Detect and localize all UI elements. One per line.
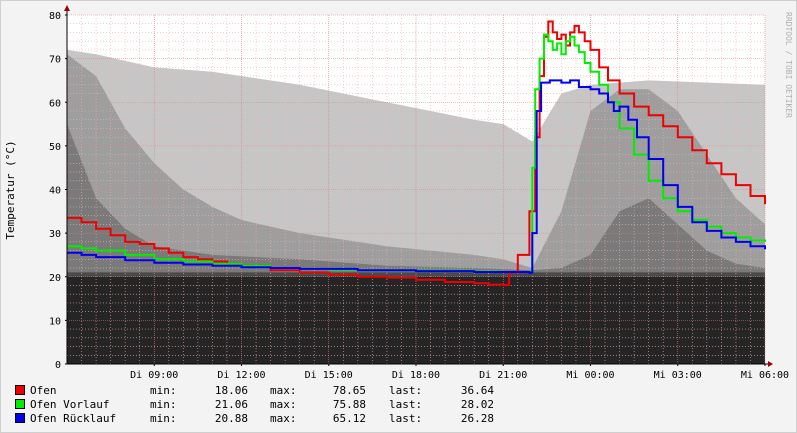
legend-last-value: 26.28: [461, 412, 494, 425]
legend-row: Ofen Rücklauf min: 20.88 max: 65.12 last: 26.2…: [15, 412, 494, 425]
y-tick-label: 10: [49, 316, 61, 327]
legend-series-name: Ofen Rücklauf: [30, 412, 116, 425]
y-tick-label: 50: [49, 142, 61, 153]
legend-min-value: 18.06: [215, 384, 248, 397]
legend-row: Ofen min: 18.06 max: 78.65 last: 36.64: [15, 384, 494, 397]
x-tick-label: Di 12:00: [217, 370, 265, 381]
x-tick-label: Mi 03:00: [654, 370, 702, 381]
legend-swatch: [15, 399, 25, 409]
legend-last-value: 28.02: [461, 398, 494, 411]
x-axis-arrow: [768, 361, 773, 367]
legend-min-label: min:: [150, 398, 177, 411]
y-axis-label: Temperatur (°C): [4, 140, 17, 239]
legend-max-label: max:: [270, 384, 297, 397]
legend-row: Ofen Vorlauf min: 21.06 max: 75.88 last: 28.02: [15, 398, 494, 411]
y-tick-label: 0: [55, 360, 61, 371]
legend-max-value: 65.12: [333, 412, 366, 425]
x-tick-label: Di 21:00: [479, 370, 527, 381]
legend-series-name: Ofen Vorlauf: [30, 398, 109, 411]
y-tick-label: 20: [49, 273, 61, 284]
y-tick-label: 30: [49, 229, 61, 240]
series-line-2: [67, 79, 766, 274]
x-tick-label: Di 15:00: [305, 370, 353, 381]
x-tick-labels: Di 09:00 Di 12:00 Di 15:00 Di 18:00 Di 21:00…: [130, 364, 789, 381]
plot-area: [64, 5, 773, 367]
legend-last-value: 36.64: [461, 384, 494, 397]
legend-max-label: max:: [270, 412, 297, 425]
series-line-0: [67, 20, 766, 286]
legend-last-label: last:: [389, 398, 422, 411]
y-tick-label: 70: [49, 55, 61, 66]
legend-min-value: 21.06: [215, 398, 248, 411]
legend-max-value: 75.88: [333, 398, 366, 411]
x-tick-label: Mi 06:00: [741, 370, 789, 381]
grid: [66, 14, 766, 365]
legend-swatch: [15, 413, 25, 423]
legend-swatch: [15, 385, 25, 395]
legend-last-label: last:: [389, 412, 422, 425]
legend-max-label: max:: [270, 398, 297, 411]
x-tick-label: Di 09:00: [130, 370, 178, 381]
series-lines: [67, 20, 766, 286]
y-tick-labels: 0 10 20 30 40 50 60 70 80: [49, 11, 67, 371]
y-tick-label: 40: [49, 186, 61, 197]
legend-max-value: 78.65: [333, 384, 366, 397]
watermark: RRDTOOL / TOBI OETIKER: [784, 12, 793, 118]
y-tick-label: 80: [49, 11, 61, 22]
legend-series-name: Ofen: [30, 384, 57, 397]
legend-last-label: last:: [389, 384, 422, 397]
x-tick-label: Di 18:00: [392, 370, 440, 381]
axes: [64, 5, 773, 367]
y-axis-arrow: [64, 5, 70, 11]
legend-min-label: min:: [150, 412, 177, 425]
x-tick-label: Mi 00:00: [566, 370, 614, 381]
legend-min-label: min:: [150, 384, 177, 397]
legend-min-value: 20.88: [215, 412, 248, 425]
y-tick-label: 60: [49, 98, 61, 109]
